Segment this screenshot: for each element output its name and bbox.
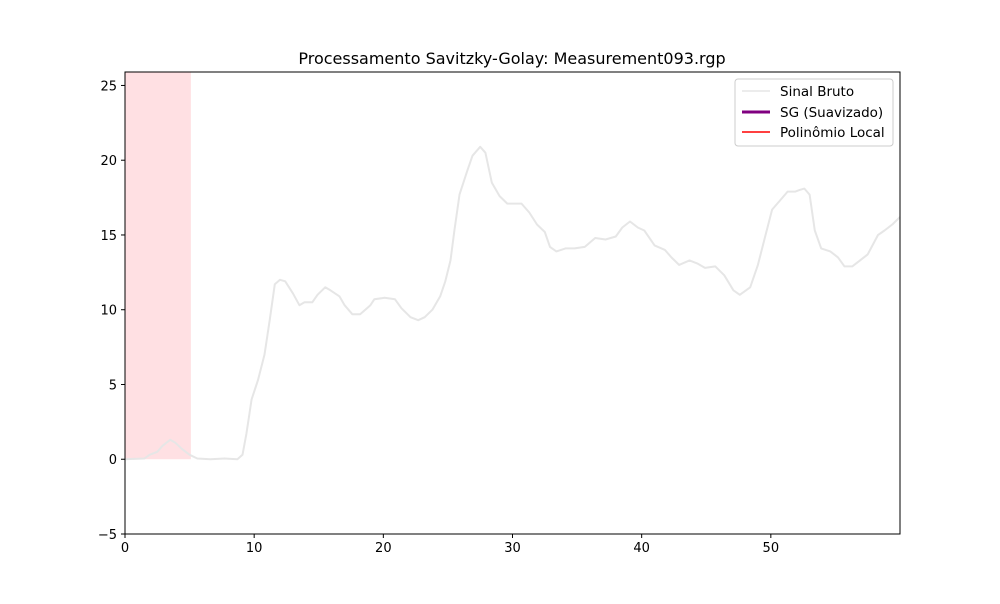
x-tick-label: 0	[121, 541, 129, 556]
chart-title: Processamento Savitzky-Golay: Measuremen…	[298, 49, 725, 68]
x-tick-label: 40	[633, 541, 650, 556]
plot-area	[124, 72, 901, 461]
x-tick-label: 50	[763, 541, 780, 556]
x-tick-label: 10	[246, 541, 263, 556]
y-tick-label: 15	[100, 229, 117, 244]
legend-label-raw: Sinal Bruto	[780, 84, 854, 100]
y-tick-label: 25	[100, 79, 117, 94]
y-tick-label: 0	[109, 453, 117, 468]
y-tick-label: 5	[109, 378, 117, 393]
legend-label-sg: SG (Suavizado)	[780, 105, 883, 121]
y-tick-label: 20	[100, 154, 117, 169]
legend: Sinal Bruto SG (Suavizado) Polinômio Loc…	[734, 78, 894, 147]
legend-box	[734, 78, 894, 147]
x-tick-label: 20	[375, 541, 392, 556]
series-line-raw-signal	[124, 145, 901, 461]
shaded-region	[125, 72, 191, 460]
legend-label-poly: Polinômio Local	[780, 125, 885, 141]
y-tick-label: 10	[100, 304, 117, 319]
y-tick-label: −5	[98, 528, 117, 543]
x-tick-label: 30	[504, 541, 521, 556]
axes: 0 10 20 30 40 50 −5 0 5 10 15 20 25	[98, 71, 901, 556]
